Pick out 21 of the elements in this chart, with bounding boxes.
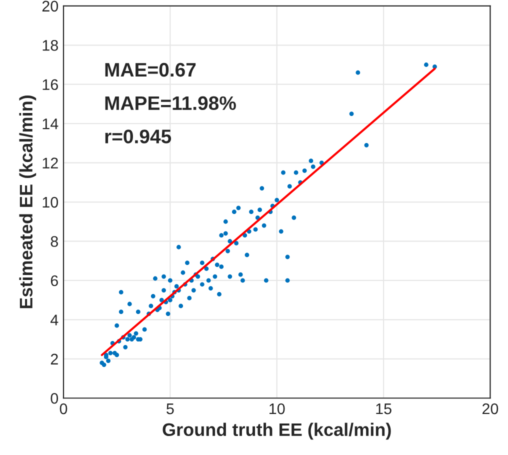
y-tick-label: 12 (42, 158, 58, 168)
y-tick-label: 0 (50, 392, 58, 404)
y-tick-label: 4 (50, 314, 58, 326)
x-axis-title: Ground truth EE (kcal/min) (162, 422, 391, 440)
y-tick-label: 2 (50, 354, 58, 364)
y-tick-label: 18 (42, 40, 58, 51)
x-tick-label: 10 (270, 403, 285, 414)
x-tick-label: 5 (166, 404, 174, 414)
y-tick-label: 20 (42, 0, 58, 12)
annotation: MAPE=11.98% (105, 96, 236, 110)
x-tick-label: 0 (60, 403, 68, 414)
y-tick-label: 10 (42, 196, 58, 208)
y-tick-label: 6 (50, 275, 58, 286)
y-tick-label: 8 (50, 236, 58, 247)
y-axis-title: Estimeated EE (kcal/min) (19, 96, 36, 308)
x-tick-label: 20 (482, 403, 498, 414)
x-tick-label: 15 (376, 404, 392, 414)
y-tick-label: 14 (42, 118, 58, 130)
annotation: MAE=0.67 (105, 62, 196, 77)
annotation: r=0.945 (105, 130, 172, 144)
y-tick-label: 16 (42, 79, 58, 90)
